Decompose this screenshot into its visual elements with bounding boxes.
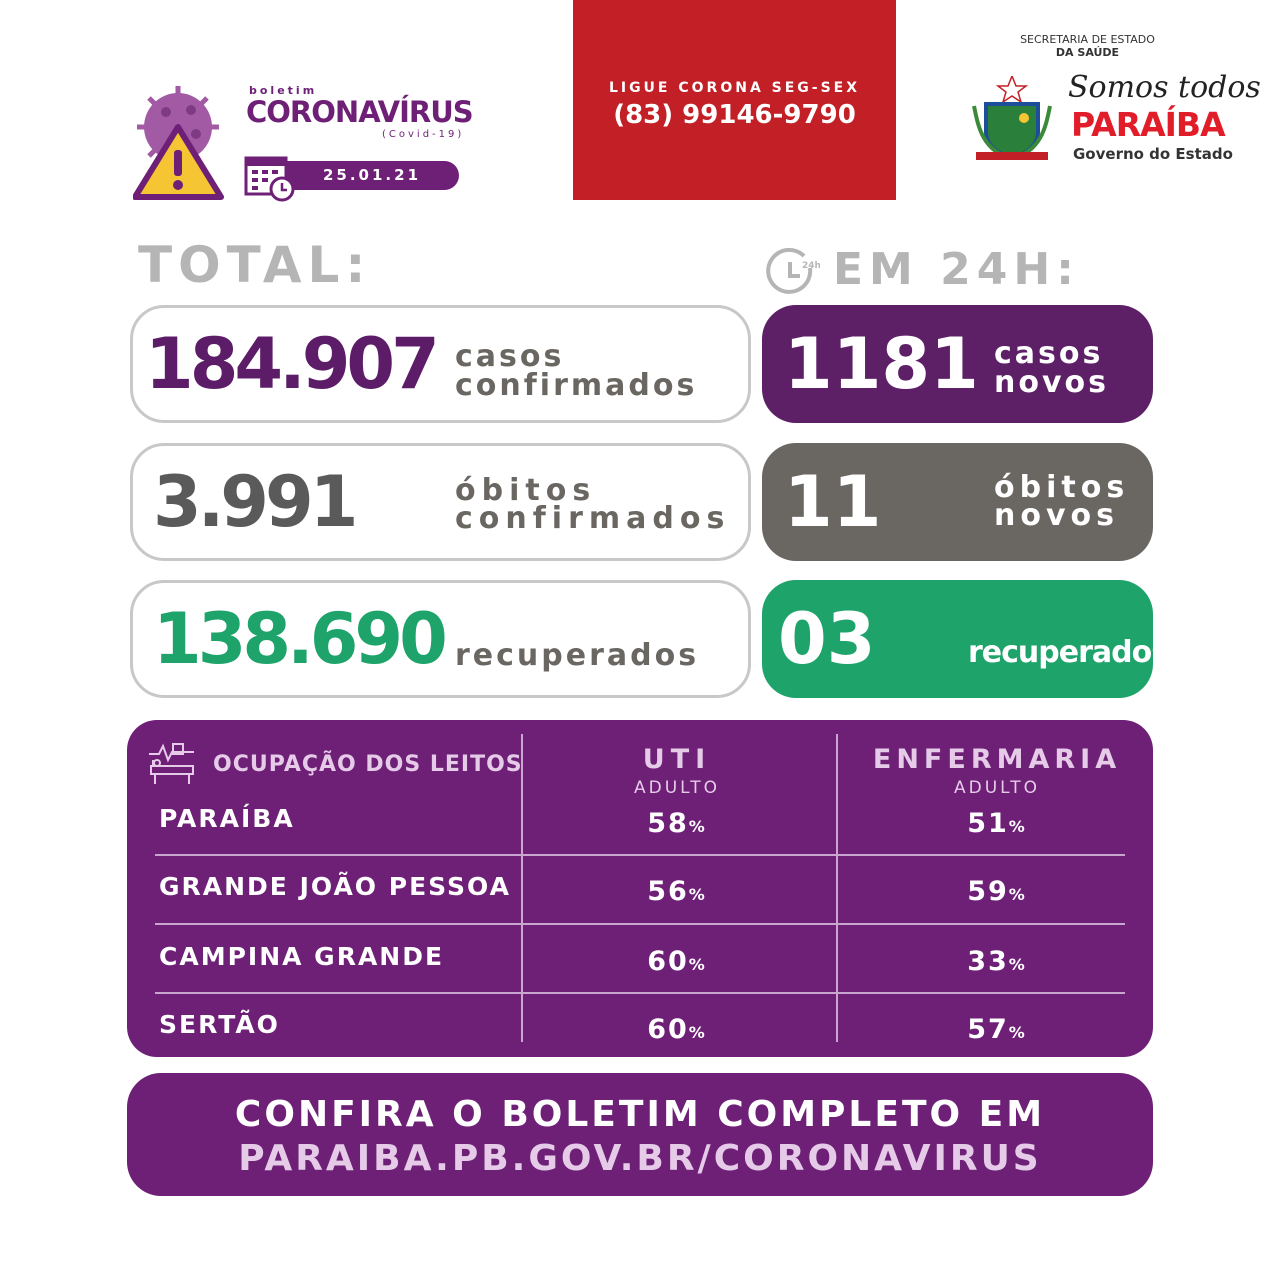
enf-value: 59% (897, 876, 1097, 907)
percent-sign: % (688, 885, 707, 904)
hospital-bed-icon (149, 743, 194, 784)
bulletin-title: CORONAVÍRUS (246, 95, 474, 129)
total-recovered-label: recuperados (455, 638, 700, 673)
bulletin-sub: (Covid-19) (382, 129, 465, 140)
enf-number: 59 (967, 876, 1009, 907)
footer-line1: CONFIRA O BOLETIM COMPLETO EM (234, 1094, 1046, 1135)
total-recovered-card: 138.690 recuperados (130, 580, 751, 698)
table-row-region: GRANDE JOÃO PESSOA (159, 872, 511, 901)
bed-occupancy-table: OCUPAÇÃO DOS LEITOS UTI ADULTO ENFERMARI… (127, 720, 1153, 1057)
new-deaths-card: 11 óbitos novos (762, 443, 1153, 561)
hotline-banner: LIGUE CORONA SEG-SEX (83) 99146-9790 (573, 0, 896, 200)
col-enf: ENFERMARIA (872, 744, 1122, 775)
col-uti-sub: ADULTO (633, 778, 721, 798)
hotline-phone: (83) 99146-9790 (613, 100, 856, 130)
uti-number: 60 (647, 1014, 689, 1045)
date-badge: 25.01.21 (270, 161, 459, 190)
table-row-region: SERTÃO (159, 1010, 280, 1039)
total-deaths-label-2: confirmados (455, 501, 731, 536)
sec-line1: SECRETARIA DE ESTADO (1020, 33, 1155, 46)
enf-number: 51 (967, 808, 1009, 839)
total-deaths-label-1: óbitos (455, 473, 597, 508)
new-cases-label-2: novos (994, 365, 1109, 400)
new-deaths-value: 11 (784, 461, 882, 543)
hotline-label: LIGUE CORONA SEG-SEX (608, 80, 861, 96)
total-cases-card: 184.907 casos confirmados (130, 305, 751, 423)
bulletin-small: boletim (249, 84, 318, 97)
total-recovered-value: 138.690 (153, 598, 448, 680)
total-deaths-card: 3.991 óbitos confirmados (130, 443, 751, 561)
state-seal-logo (972, 76, 1052, 161)
new-deaths-label-2: novos (994, 498, 1119, 533)
total-cases-value: 184.907 (145, 323, 440, 405)
row-divider (155, 854, 1125, 856)
clock-24h-icon: 24h (766, 247, 820, 294)
enf-value: 57% (897, 1014, 1097, 1045)
footer-banner: CONFIRA O BOLETIM COMPLETO EM PARAIBA.PB… (127, 1073, 1153, 1196)
virus-warning-icon (133, 86, 224, 200)
state-name: PARAÍBA (1071, 105, 1226, 144)
column-divider (521, 734, 523, 1042)
beds-title: OCUPAÇÃO DOS LEITOS (213, 752, 523, 777)
24h-heading: EM 24H: (833, 244, 1080, 295)
uti-value: 58% (577, 808, 777, 839)
uti-number: 56 (647, 876, 689, 907)
total-cases-label-2: confirmados (455, 368, 698, 403)
calendar-clock-icon (244, 156, 295, 202)
new-recovered-value: 03 (778, 598, 876, 680)
new-cases-card: 1181 casos novos (762, 305, 1153, 423)
secretaria-text: SECRETARIA DE ESTADO DA SAÚDE (990, 33, 1185, 59)
enf-value: 33% (897, 946, 1097, 977)
slogan: Somos todos (1068, 70, 1261, 105)
icon-24h-text: 24h (802, 261, 820, 271)
total-cases-label-1: casos (455, 339, 565, 374)
sec-line2: DA SAÚDE (1055, 46, 1120, 59)
percent-sign: % (1008, 955, 1027, 974)
row-divider (155, 923, 1125, 925)
table-row-region: CAMPINA GRANDE (159, 942, 445, 971)
enf-number: 57 (967, 1014, 1009, 1045)
new-recovered-card: 03 recuperados (762, 580, 1169, 698)
percent-sign: % (1008, 1023, 1027, 1042)
uti-value: 60% (577, 946, 777, 977)
enf-value: 51% (897, 808, 1097, 839)
uti-number: 58 (647, 808, 689, 839)
percent-sign: % (688, 955, 707, 974)
footer-link[interactable]: PARAIBA.PB.GOV.BR/CORONAVIRUS (238, 1138, 1042, 1179)
new-cases-value: 1181 (784, 323, 979, 405)
new-cases-label-1: casos (994, 336, 1104, 371)
total-heading: TOTAL: (138, 236, 372, 294)
col-enf-sub: ADULTO (953, 778, 1041, 798)
table-row-region: PARAÍBA (159, 804, 295, 833)
new-deaths-label-1: óbitos (994, 470, 1130, 505)
column-divider (836, 734, 838, 1042)
uti-value: 60% (577, 1014, 777, 1045)
percent-sign: % (688, 817, 707, 836)
row-divider (155, 992, 1125, 994)
uti-value: 56% (577, 876, 777, 907)
col-uti: UTI (642, 744, 712, 775)
gov-line: Governo do Estado (1073, 145, 1233, 163)
new-recovered-label: recuperados (968, 635, 1169, 670)
percent-sign: % (1008, 885, 1027, 904)
total-deaths-value: 3.991 (153, 461, 358, 543)
percent-sign: % (688, 1023, 707, 1042)
enf-number: 33 (967, 946, 1009, 977)
percent-sign: % (1008, 817, 1027, 836)
uti-number: 60 (647, 946, 689, 977)
